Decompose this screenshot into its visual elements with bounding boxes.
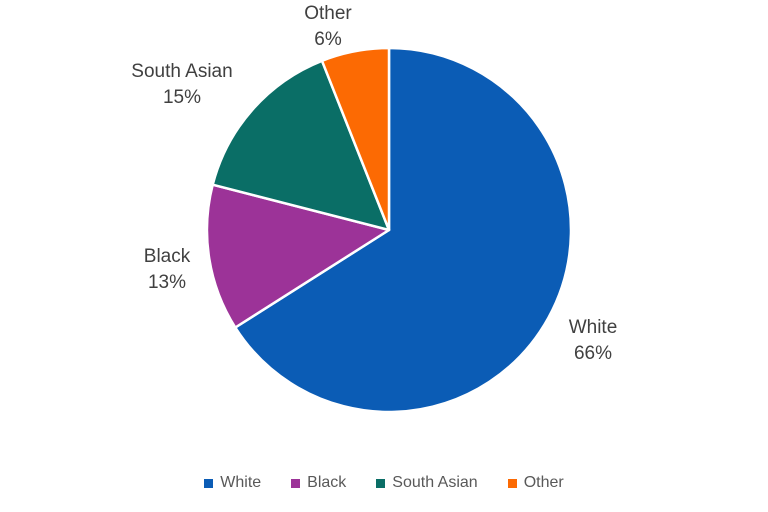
data-label-south-asian: South Asian 15%	[92, 59, 272, 111]
legend-label: South Asian	[392, 474, 478, 491]
legend-swatch-other	[507, 478, 517, 488]
legend-label: White	[220, 474, 262, 491]
data-label-other: Other 6%	[238, 1, 418, 53]
data-label-percent: 13%	[147, 272, 187, 293]
chart-legend: White Black South Asian Other	[0, 474, 768, 492]
pie-slice-black	[205, 183, 391, 329]
data-label-percent: 6%	[314, 29, 342, 50]
pie-slice-south-asian	[211, 59, 391, 232]
data-label-white: White 66%	[503, 315, 683, 367]
pie-slice-white	[234, 46, 573, 414]
data-label-category: South Asian	[131, 61, 233, 82]
data-label-category: White	[568, 317, 618, 338]
legend-item-black: Black	[291, 474, 346, 492]
data-label-category: Other	[304, 3, 352, 24]
legend-label: Black	[307, 474, 347, 491]
legend-swatch-south-asian	[376, 478, 386, 488]
legend-item-white: White	[204, 474, 261, 492]
pie-chart	[205, 46, 573, 414]
data-label-category: Black	[143, 246, 191, 267]
data-label-percent: 15%	[162, 87, 202, 108]
legend-swatch-black	[291, 478, 301, 488]
data-label-black: Black 13%	[77, 244, 257, 296]
legend-item-other: Other	[507, 474, 564, 492]
legend-swatch-white	[204, 478, 214, 488]
legend-item-south-asian: South Asian	[376, 474, 478, 492]
legend-label: Other	[523, 474, 564, 491]
data-label-percent: 66%	[573, 343, 613, 364]
pie-slice-other	[320, 46, 391, 232]
